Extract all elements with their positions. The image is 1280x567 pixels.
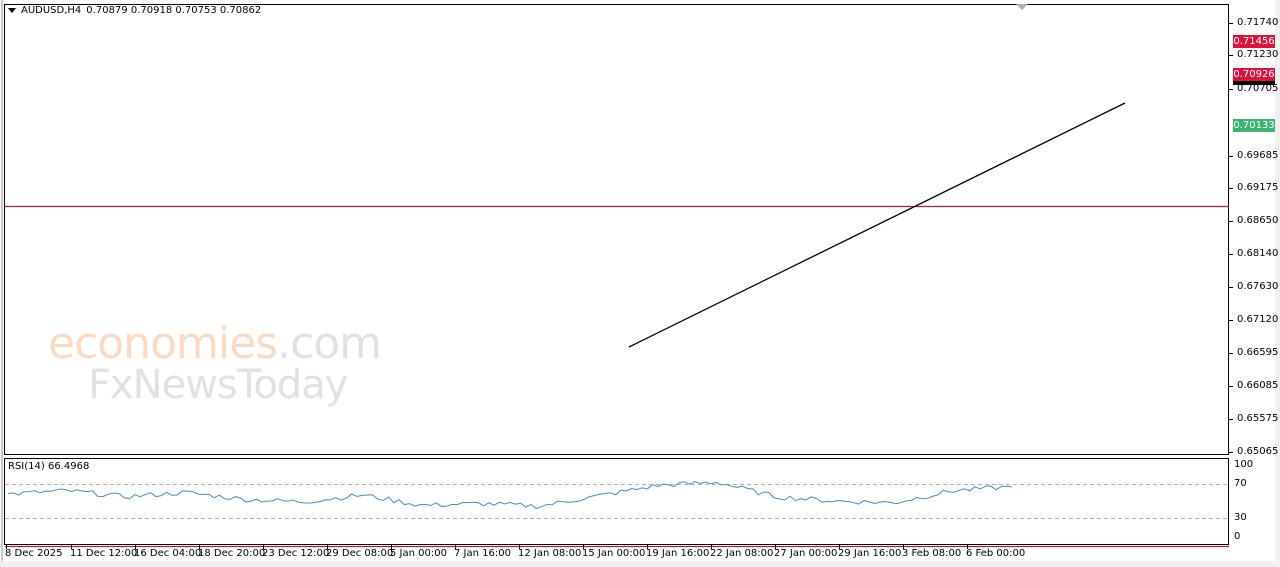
time-tick-mark (967, 545, 968, 549)
price-tag-resistance-upper: 0.71456 (1233, 35, 1275, 48)
price-tick-mark (1229, 353, 1233, 354)
time-tick-mark (839, 545, 840, 549)
time-tick-mark (647, 545, 648, 549)
time-tick-label: 12 Jan 08:00 (518, 548, 582, 559)
time-axis-line (4, 544, 1229, 545)
time-tick-label: 5 Jan 00:00 (390, 548, 447, 559)
price-tag-resistance-lower: 0.70926 (1233, 68, 1275, 81)
price-tick-label: 0.67630 (1237, 281, 1279, 292)
rsi-level-30: 30 (1234, 512, 1247, 523)
time-tick-mark (519, 545, 520, 549)
time-tick-label: 27 Jan 00:00 (774, 548, 838, 559)
price-tag-support: 0.70133 (1233, 119, 1275, 132)
watermark-fxnewstoday: FxNewsToday (88, 362, 348, 408)
price-tick-label: 0.67120 (1237, 314, 1279, 325)
time-tick-label: 19 Jan 16:00 (646, 548, 710, 559)
chart-shift-marker-icon[interactable] (1016, 4, 1028, 10)
time-tick-mark (903, 545, 904, 549)
price-tick-label: 0.68650 (1237, 215, 1279, 226)
time-tick-label: 15 Jan 00:00 (582, 548, 646, 559)
time-tick-mark (711, 545, 712, 549)
rsi-level-70: 70 (1234, 478, 1247, 489)
chart-header: AUDUSD,H4 0.70879 0.70918 0.70753 0.7086… (8, 5, 261, 16)
price-tick-label: 0.66085 (1237, 380, 1279, 391)
price-tick-label: 0.70705 (1237, 83, 1279, 94)
time-tick-label: 6 Feb 00:00 (966, 548, 1026, 559)
price-tick-label: 0.66595 (1237, 347, 1279, 358)
time-tick-label: 22 Jan 08:00 (710, 548, 774, 559)
price-tick-label: 0.68140 (1237, 248, 1279, 259)
time-tick-label: 3 Feb 08:00 (902, 548, 962, 559)
price-tick-label: 0.71740 (1237, 17, 1279, 28)
price-tick-mark (1229, 419, 1233, 420)
time-tick-label: 29 Jan 16:00 (838, 548, 902, 559)
price-tick-mark (1229, 320, 1233, 321)
price-tick-mark (1229, 23, 1233, 24)
time-tick-mark (455, 545, 456, 549)
price-chart-pane[interactable] (4, 4, 1229, 455)
price-tick-mark (1229, 452, 1233, 453)
price-tick-mark (1229, 386, 1233, 387)
watermark-part1: economies (48, 318, 278, 369)
watermark-economies: economies.com (48, 318, 382, 369)
time-tick-mark (327, 545, 328, 549)
price-tick-label: 0.65065 (1237, 446, 1279, 457)
time-tick-mark (135, 545, 136, 549)
price-tick-label: 0.65575 (1237, 413, 1279, 424)
symbol-label: AUDUSD,H4 (21, 5, 82, 16)
time-tick-label: 11 Dec 12:00 (70, 548, 138, 559)
bottom-border (0, 561, 1280, 567)
left-border (1, 0, 3, 567)
ohlc-values: 0.70879 0.70918 0.70753 0.70862 (86, 5, 262, 16)
price-tick-mark (1229, 221, 1233, 222)
time-tick-mark (775, 545, 776, 549)
time-tick-label: 7 Jan 16:00 (454, 548, 511, 559)
price-tick-mark (1229, 55, 1233, 56)
price-tick-mark (1229, 156, 1233, 157)
rsi-label: RSI(14) 66.4968 (8, 461, 90, 472)
price-tick-label: 0.71230 (1237, 49, 1279, 60)
time-tick-mark (6, 545, 7, 549)
right-border (1275, 0, 1280, 567)
price-tick-mark (1229, 287, 1233, 288)
dropdown-triangle-icon[interactable] (8, 8, 16, 13)
time-tick-mark (583, 545, 584, 549)
time-tick-mark (71, 545, 72, 549)
rsi-indicator-pane[interactable] (4, 458, 1229, 545)
time-tick-mark (199, 545, 200, 549)
time-tick-label: 18 Dec 20:00 (198, 548, 266, 559)
time-tick-label: 29 Dec 08:00 (326, 548, 394, 559)
time-tick-label: 8 Dec 2025 (5, 548, 63, 559)
price-tick-label: 0.69175 (1237, 182, 1279, 193)
time-tick-label: 23 Dec 12:00 (262, 548, 330, 559)
price-tick-mark (1229, 188, 1233, 189)
price-tick-mark (1229, 89, 1233, 90)
rsi-level-100: 100 (1234, 459, 1254, 470)
watermark-part2: .com (277, 318, 382, 369)
price-tick-mark (1229, 254, 1233, 255)
time-tick-mark (391, 545, 392, 549)
price-tick-label: 0.69685 (1237, 150, 1279, 161)
rsi-level-0: 0 (1234, 531, 1241, 542)
price-tag-bid-bg (1233, 79, 1275, 85)
time-tick-mark (263, 545, 264, 549)
time-tick-label: 16 Dec 04:00 (134, 548, 202, 559)
